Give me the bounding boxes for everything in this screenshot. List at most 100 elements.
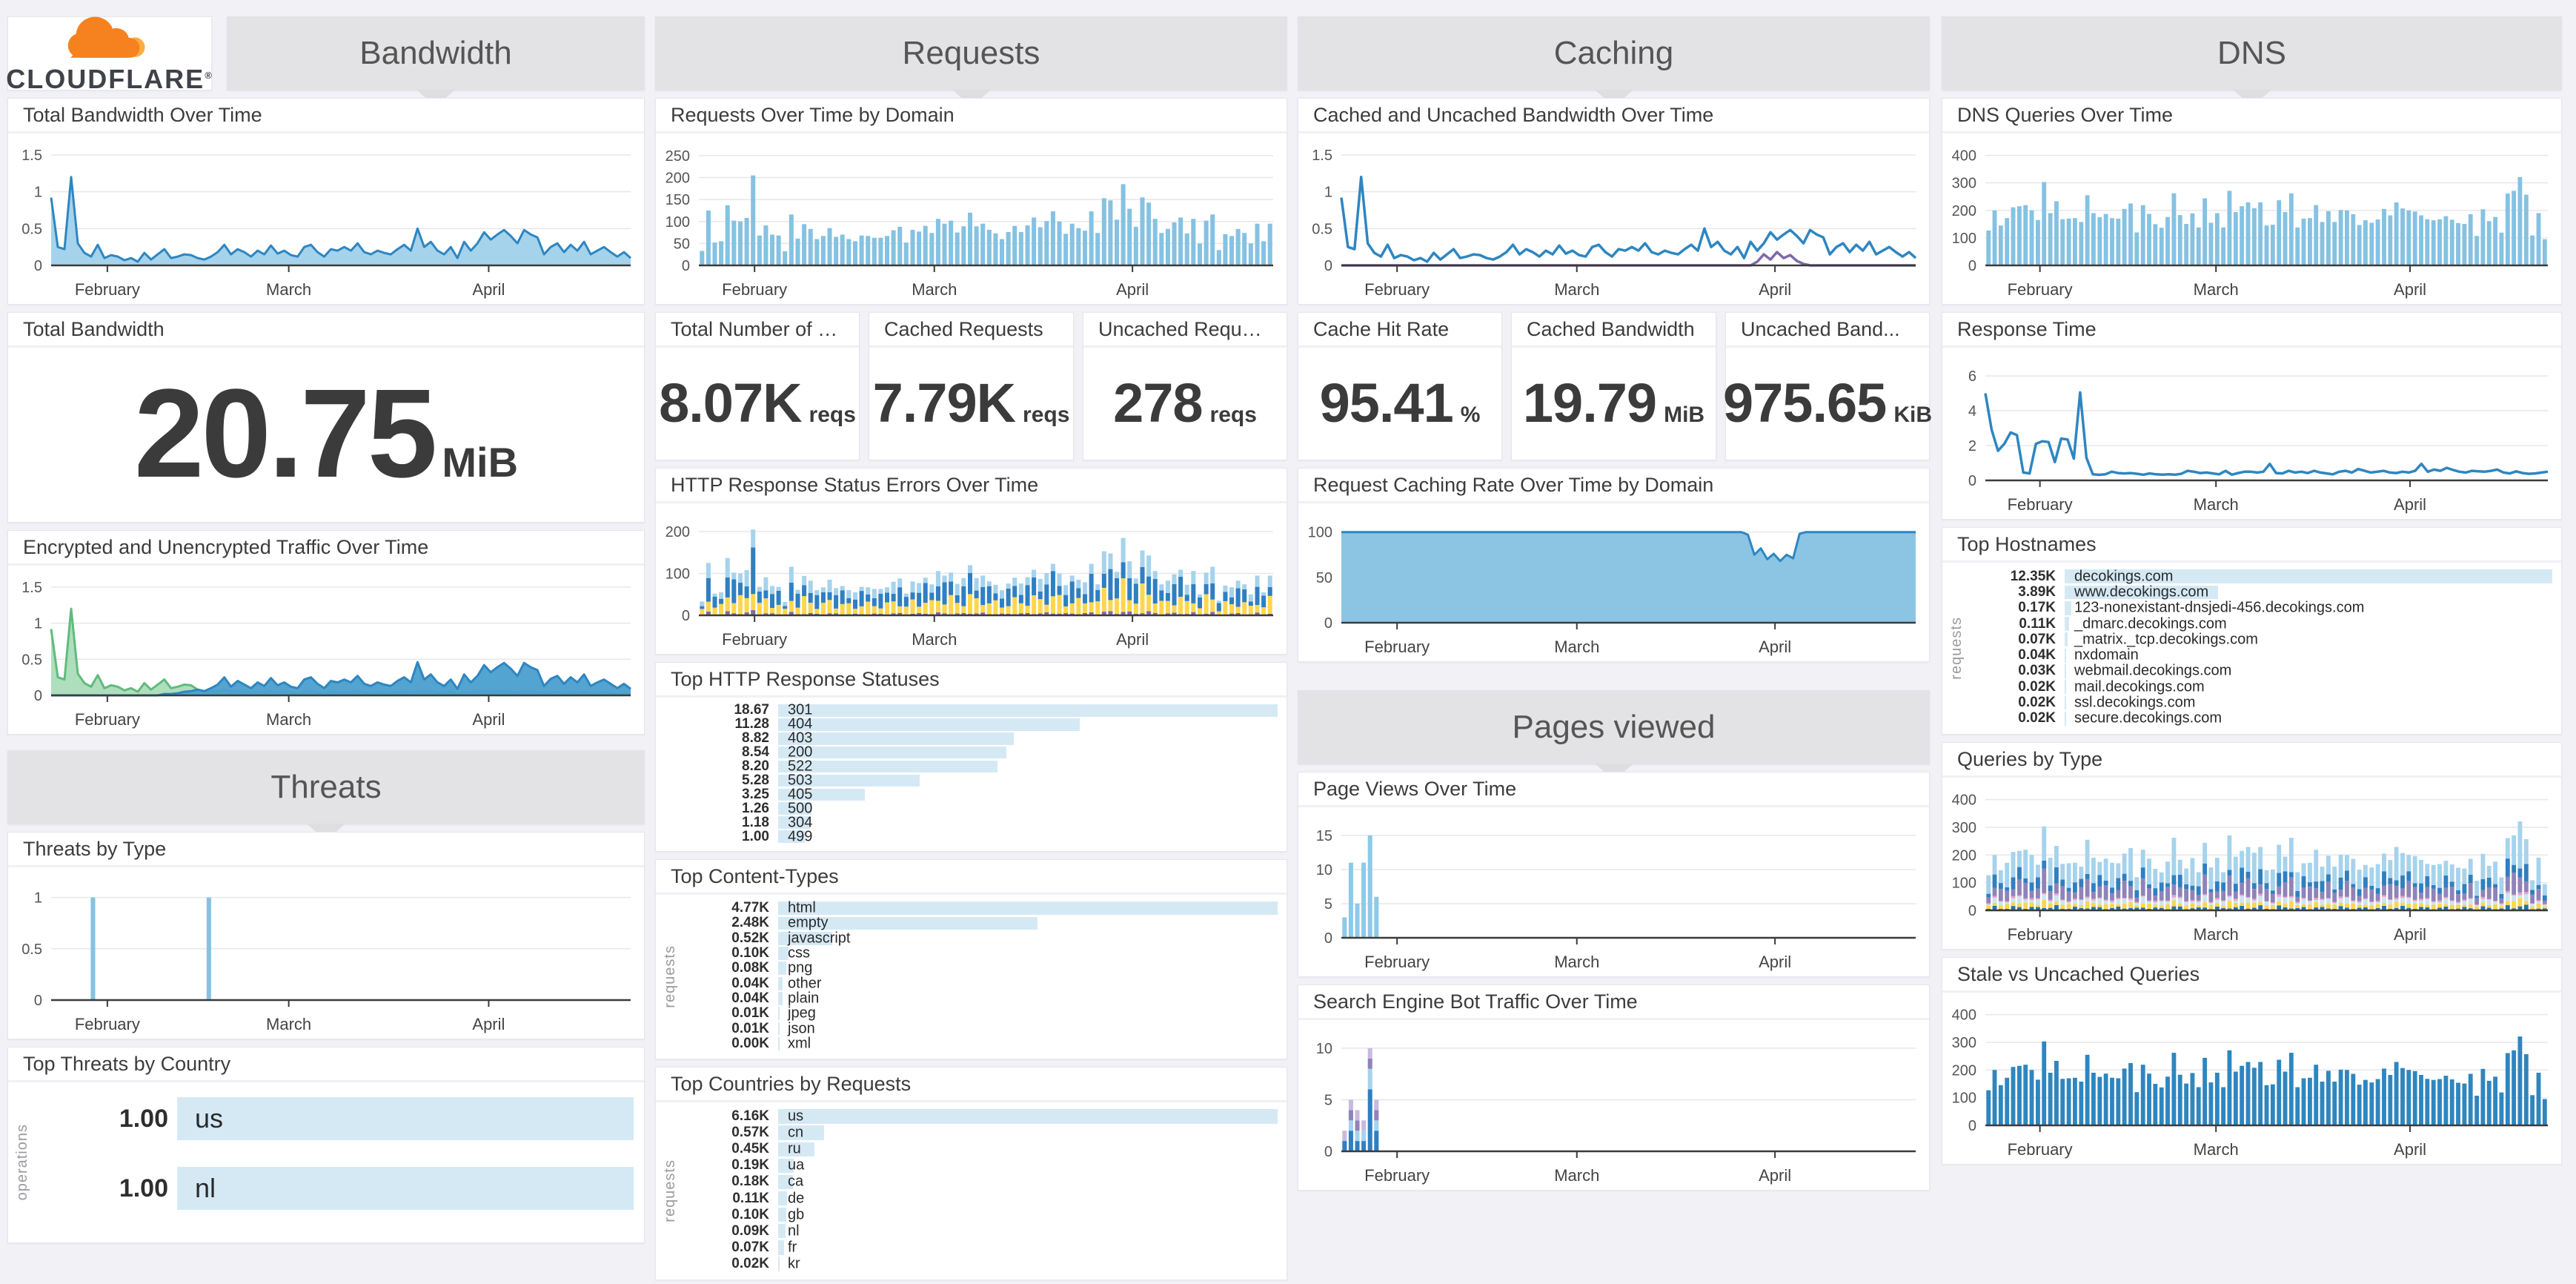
list-label: 123-nonexistant-dnsjedi-456.decokings.co… [2074,599,2365,616]
list-item[interactable]: 1.00 nl [57,1164,634,1213]
list-item[interactable]: 2.48K empty [691,915,1278,931]
list-label: mail.decokings.com [2074,678,2205,695]
http-errors-stacked-chart[interactable]: 0 100 200 February March April [656,503,1287,654]
list-value: 12.35K [2010,568,2056,584]
response-time-line-chart[interactable]: 0 2 4 6 February March April [1942,348,2561,519]
list-item[interactable]: 0.08K png [691,960,1278,976]
section-header-caching[interactable]: Caching [1298,16,1930,107]
list-label: nxdomain [2074,646,2139,663]
panel-total-requests-stat: Total Number of Re... 8.07K reqs [655,312,860,460]
list-label: nl [788,1222,800,1240]
list-item[interactable]: 0.07K _matrix._tcp.decokings.com [1978,631,2552,647]
list-item[interactable]: 3.89K www.decokings.com [1978,583,2552,600]
list-item[interactable]: 0.02K ssl.decokings.com [1978,695,2552,711]
list-item[interactable]: 0.04K nxdomain [1978,647,2552,663]
stat-cache-hit-rate: 95.41 % [1319,371,1481,434]
list-label: css [788,944,810,962]
list-item[interactable]: 0.11K _dmarc.decokings.com [1978,615,2552,632]
list-item[interactable]: 0.10K css [691,944,1278,962]
list-item[interactable]: 0.18K ca [691,1174,1278,1190]
svg-text:200: 200 [1952,1062,1976,1079]
svg-text:200: 200 [665,171,690,187]
section-header-requests[interactable]: Requests [655,16,1287,107]
list-item[interactable]: 5.28 503 [691,772,1278,788]
svg-text:February: February [1364,280,1430,299]
stale-uncached-bar-chart[interactable]: 0 100 200 300 400 February March April [1942,993,2561,1164]
page-views-bar-chart[interactable]: 0 5 10 15 February March April [1298,807,1929,976]
list-item[interactable]: 0.02K mail.decokings.com [1978,678,2552,695]
list-item[interactable]: 0.02K secure.decokings.com [1978,710,2552,727]
section-header-bandwidth[interactable]: Bandwidth [227,16,645,107]
list-item[interactable]: 18.67 301 [691,702,1278,718]
list-item[interactable]: 0.10K gb [691,1206,1278,1223]
list-item[interactable]: 1.00 us [57,1094,634,1143]
hbar-list: 6.16K us 0.57K cn 0.45K ru 0.19K ua 0.18K ca 0.11K… [656,1102,1287,1280]
list-label: fr [788,1239,797,1256]
list-item[interactable]: 0.57K cn [691,1125,1278,1141]
queries-by-type-stacked-chart[interactable]: 0 100 200 300 400 February March April [1942,778,2561,949]
svg-text:March: March [2194,495,2239,514]
list-item[interactable]: 12.35K decokings.com [1978,568,2552,584]
list-item[interactable]: 11.28 404 [691,715,1278,732]
svg-text:February: February [722,280,787,299]
threats-by-type-bar-chart[interactable]: 0 0.5 1 February March April [8,867,644,1039]
list-item[interactable]: 1.26 500 [691,800,1278,816]
list-item[interactable]: 3.25 405 [691,786,1278,802]
search-bot-traffic-stacked-chart[interactable]: 0 5 10 February March April [1298,1020,1929,1190]
list-item[interactable]: 0.04K plain [691,990,1278,1006]
list-item[interactable]: 1.00 499 [691,828,1278,844]
dns-queries-bar-chart[interactable]: 0 100 200 300 400 February March April [1942,133,2561,304]
list-label: us [788,1108,804,1125]
list-bar [778,1240,784,1255]
list-label: 404 [788,715,813,732]
list-bar-track: kr [778,1255,1278,1271]
svg-text:0: 0 [1968,903,1976,919]
list-item[interactable]: 0.45K ru [691,1141,1278,1157]
list-value: 0.04K [2018,647,2056,663]
list-bar-track: mail.decokings.com [2065,678,2552,695]
list-item[interactable]: 0.04K other [691,975,1278,991]
svg-text:1.5: 1.5 [21,148,42,164]
list-item[interactable]: 0.03K webmail.decokings.com [1978,663,2552,679]
list-bar [2065,680,2066,695]
list-label: nl [195,1172,216,1203]
list-item[interactable]: 0.09K nl [691,1222,1278,1240]
svg-text:February: February [1364,638,1430,656]
svg-text:March: March [912,630,957,649]
stat-cached-requests: 7.79K reqs [872,371,1070,434]
list-bar [778,1036,780,1050]
list-item[interactable]: 0.01K json [691,1020,1278,1036]
total-bandwidth-area-chart[interactable]: 0 0.5 1 1.5 February March April [8,133,644,304]
request-caching-rate-area-chart[interactable]: 0 50 100 February March April [1298,503,1929,661]
list-item[interactable]: 0.07K fr [691,1239,1278,1256]
list-label: html [788,899,816,916]
list-item[interactable]: 0.02K kr [691,1255,1278,1272]
svg-text:March: March [912,280,957,299]
list-item[interactable]: 8.82 403 [691,730,1278,747]
list-item[interactable]: 8.20 522 [691,758,1278,775]
list-item[interactable]: 0.01K jpeg [691,1005,1278,1022]
list-item[interactable]: 8.54 200 [691,744,1278,761]
cached-uncached-bandwidth-line-chart[interactable]: 0 0.5 1 1.5 February March April [1298,133,1929,304]
svg-text:10: 10 [1316,1041,1332,1057]
svg-text:100: 100 [1308,525,1332,541]
svg-text:10: 10 [1316,862,1332,878]
list-item[interactable]: 4.77K html [691,899,1278,916]
list-bar [778,1174,793,1190]
section-header-dns[interactable]: DNS [1942,16,2562,107]
list-item[interactable]: 0.19K ua [691,1157,1278,1174]
panel-request-caching-rate: Request Caching Rate Over Time by Domain… [1298,468,1930,662]
list-item[interactable]: 1.18 304 [691,814,1278,830]
section-header-pages-viewed[interactable]: Pages viewed [1298,690,1930,781]
list-value: 3.25 [742,786,769,802]
list-item[interactable]: 6.16K us [691,1108,1278,1125]
svg-text:0: 0 [1968,473,1976,489]
section-header-threats[interactable]: Threats [7,750,645,841]
list-item[interactable]: 0.17K 123-nonexistant-dnsjedi-456.decokin… [1978,600,2552,616]
panel-title: Cached Requests [869,313,1073,348]
list-item[interactable]: 0.11K de [691,1190,1278,1206]
requests-over-time-bar-chart[interactable]: 0 50 100 150 200 250 February March April [656,133,1287,304]
list-item[interactable]: 0.52K javascript [691,930,1278,946]
encrypted-traffic-area-chart[interactable]: 0 0.5 1 1.5 February March April [8,566,644,734]
list-item[interactable]: 0.00K xml [691,1035,1278,1051]
